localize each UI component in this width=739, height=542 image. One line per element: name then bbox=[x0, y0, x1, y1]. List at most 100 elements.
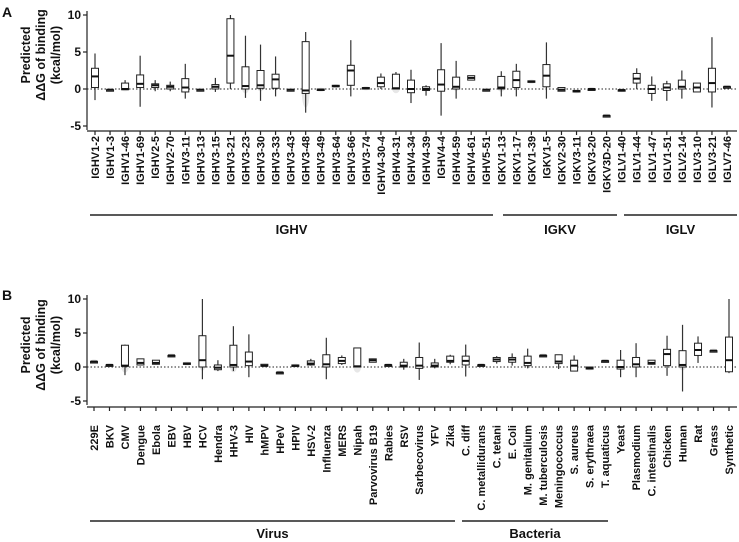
box-iglv2-14 bbox=[677, 70, 686, 99]
x-tick-label: Meningococcus bbox=[554, 425, 566, 508]
x-tick-label: C. tetani bbox=[492, 425, 504, 468]
box-ighv4-59 bbox=[452, 60, 461, 99]
x-tick-label: IGHV4-34 bbox=[406, 135, 418, 185]
x-tick-label: EBV bbox=[166, 424, 178, 447]
y-tick-label: 5 bbox=[74, 45, 81, 59]
box-c-tetani bbox=[492, 356, 501, 364]
box-ighv1-69 bbox=[136, 55, 145, 107]
x-tick-label: CMV bbox=[120, 424, 132, 449]
x-tick-label: IGHV4-31 bbox=[391, 136, 403, 185]
group-label: IGLV bbox=[666, 222, 696, 237]
box-iqr bbox=[376, 76, 385, 88]
box-iqr bbox=[271, 73, 280, 89]
x-tick-label: M. tuberculosis bbox=[538, 425, 550, 506]
box-ighv4-31 bbox=[391, 71, 400, 94]
box-hpiv bbox=[291, 363, 300, 368]
box-ighv3-33 bbox=[271, 56, 280, 97]
x-tick-label: IGHV3-11 bbox=[180, 136, 192, 184]
box-cmv bbox=[120, 344, 129, 376]
box-iqr bbox=[523, 355, 532, 367]
x-tick-label: Zika bbox=[445, 424, 457, 447]
box-igkv1-5 bbox=[542, 42, 551, 99]
box-ighv3-74 bbox=[361, 86, 370, 91]
x-tick-label: Synthetic bbox=[724, 425, 736, 475]
panel-b: B Predicted ΔΔG of binding (kcal/mol) 10 5 0 -5… bbox=[2, 287, 737, 541]
x-tick-label: IGHV3-49 bbox=[316, 136, 328, 185]
box-iqr bbox=[226, 18, 235, 84]
box-hiv bbox=[244, 334, 253, 378]
box-bkv bbox=[105, 362, 114, 367]
x-tick-label: YFV bbox=[430, 424, 442, 446]
box-ighv1-2 bbox=[91, 53, 99, 101]
x-tick-label: IGHV4-30-4 bbox=[376, 135, 388, 195]
x-tick-label: IGKV1-5 bbox=[541, 136, 553, 179]
box-iglv1-47 bbox=[647, 76, 656, 101]
x-tick-label: 229E bbox=[89, 425, 101, 451]
x-tick-label: T. aquaticus bbox=[600, 425, 612, 488]
y-axis-label: Predicted bbox=[19, 317, 33, 374]
x-tick-label: IGLV1-44 bbox=[632, 135, 644, 183]
box-igkv1-17 bbox=[512, 63, 521, 97]
group-label: Bacteria bbox=[509, 526, 561, 541]
x-tick-label: S. aureus bbox=[569, 425, 581, 475]
x-tick-label: IGKV3-11 bbox=[572, 136, 584, 184]
box-hhv-3 bbox=[229, 326, 238, 373]
box-ighv2-70 bbox=[166, 81, 175, 92]
box-rsv bbox=[399, 358, 408, 370]
box-iqr bbox=[241, 66, 250, 90]
box-c-metallidurans bbox=[477, 362, 486, 367]
box-ighv4-30-4 bbox=[376, 73, 385, 89]
y-axis-label: (kcal/mol) bbox=[49, 26, 63, 84]
x-tick-label: HSV-2 bbox=[306, 425, 318, 457]
box-c-diff bbox=[461, 344, 470, 377]
y-tick-label: 0 bbox=[74, 82, 81, 96]
box-chicken bbox=[663, 335, 672, 376]
x-tick-label: hMPV bbox=[259, 424, 271, 455]
y-axis-label: Predicted bbox=[19, 27, 33, 84]
box-t-aquaticus bbox=[601, 358, 610, 363]
x-tick-label: IGHV2-70 bbox=[165, 136, 177, 185]
x-tick-label: Hendra bbox=[213, 424, 225, 463]
box-ighv3-43 bbox=[286, 87, 295, 92]
box-iqr bbox=[407, 79, 415, 94]
x-tick-label: Rabies bbox=[383, 425, 395, 461]
x-tick-label: IGLV1-47 bbox=[647, 136, 659, 183]
box-iqr bbox=[452, 76, 461, 90]
box-grass bbox=[709, 348, 718, 353]
box-iqr bbox=[663, 348, 672, 367]
group-label: Virus bbox=[256, 526, 288, 541]
x-tick-label: Dengue bbox=[135, 425, 147, 465]
x-tick-label: Chicken bbox=[662, 425, 674, 468]
box-iqr bbox=[677, 79, 686, 90]
box-iqr bbox=[725, 336, 733, 373]
box-igkv3d-20 bbox=[602, 113, 611, 118]
panel-a: A Predicted ΔΔG of binding (kcal/mol) 10 5 0 -5… bbox=[2, 4, 737, 237]
box-igkv2-30 bbox=[557, 87, 566, 92]
x-tick-label: IGHV1-2 bbox=[90, 136, 102, 179]
box-hcv bbox=[198, 299, 207, 380]
box-iqr bbox=[437, 69, 446, 92]
x-tick-label: Parvovirus B19 bbox=[368, 425, 380, 505]
x-tick-label: MERS bbox=[337, 425, 349, 457]
box-iqr bbox=[497, 75, 506, 90]
x-tick-label: HHV-3 bbox=[228, 425, 240, 457]
x-tick-label: IGHV3-23 bbox=[240, 136, 252, 185]
box-ighv5-51 bbox=[482, 87, 491, 92]
x-tick-label: C. metallidurans bbox=[476, 425, 488, 511]
x-tick-label: IGHV3-30 bbox=[256, 136, 268, 185]
x-tick-label: IGHV3-74 bbox=[361, 135, 373, 185]
box-ighv4-4 bbox=[437, 43, 446, 116]
box-iqr bbox=[616, 359, 625, 370]
box-hpev bbox=[275, 370, 284, 375]
box-ebv bbox=[167, 353, 176, 358]
x-tick-label: IGHV1-46 bbox=[120, 136, 132, 185]
box-m-tuberculosis bbox=[539, 353, 548, 358]
x-tick-label: Plasmodium bbox=[631, 425, 643, 491]
y-axis-label: ΔΔG of binding bbox=[34, 9, 48, 101]
box-hendra bbox=[213, 360, 222, 372]
x-tick-label: IGHV5-51 bbox=[481, 136, 493, 185]
group-label: IGHV bbox=[276, 222, 308, 237]
box-iqr bbox=[181, 78, 190, 93]
box-ighv1-3 bbox=[106, 87, 115, 92]
x-tick-label: IGHV4-61 bbox=[466, 136, 478, 185]
